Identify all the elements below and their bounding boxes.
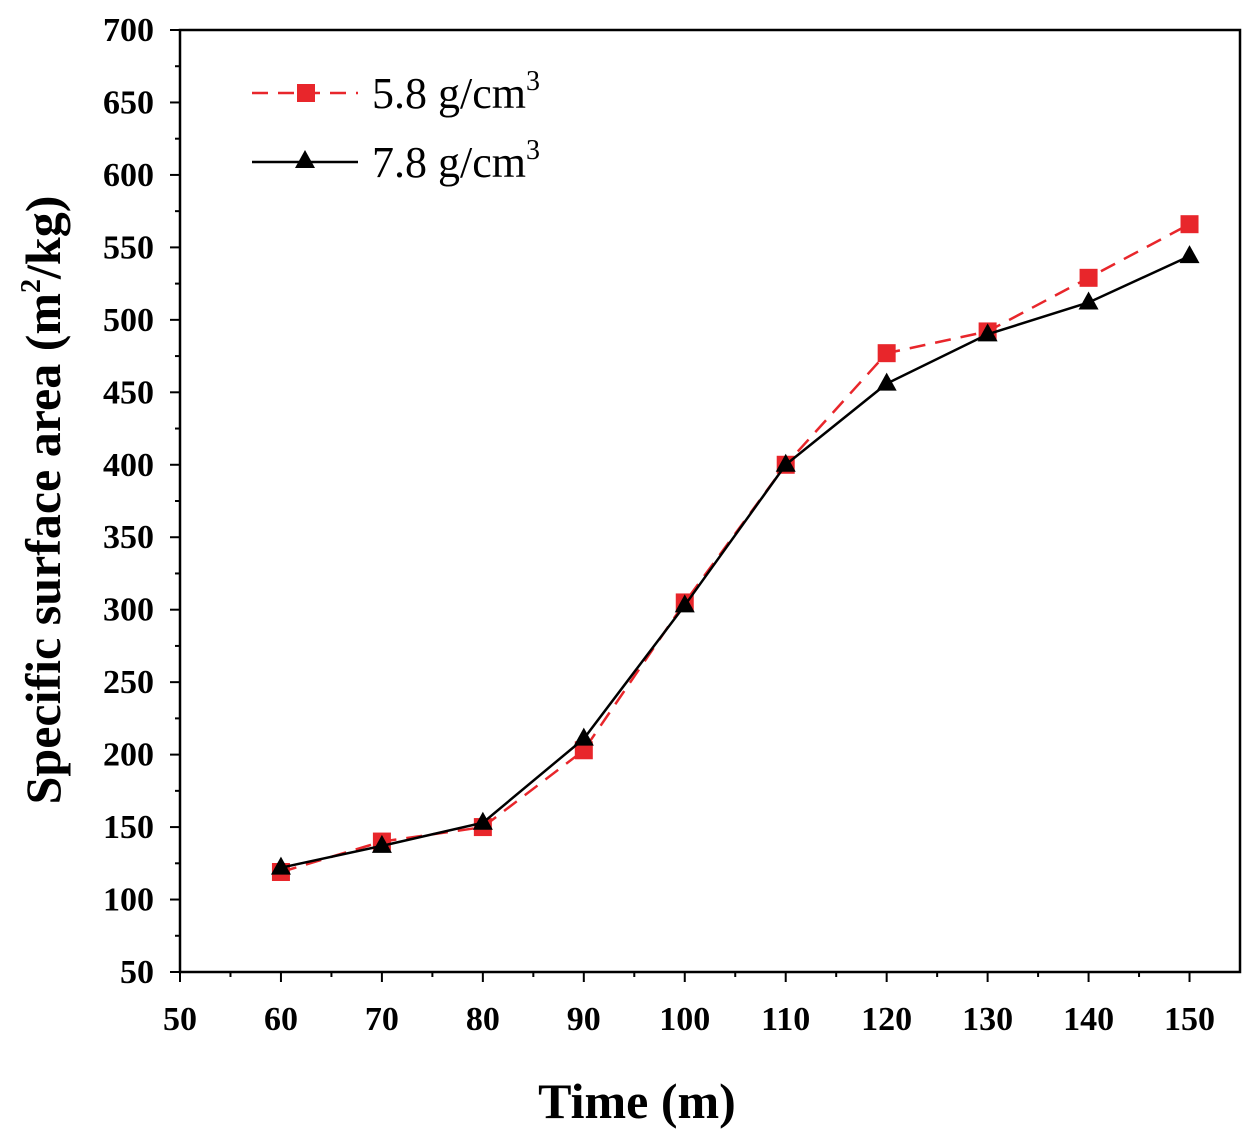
data-point [574,741,593,760]
plot-frame [178,28,1242,974]
x-tick-label: 80 [466,1001,500,1038]
y-tick-label: 50 [120,954,154,991]
y-tick-label: 350 [103,519,154,556]
data-point [1179,245,1200,264]
y-tick-label: 400 [103,447,154,484]
data-point [1180,215,1199,234]
y-tick-label: 700 [103,12,154,49]
legend-marker-0 [297,84,315,102]
y-axis-ticks: 50 100 150 200 250 300 350 400 450 500 550 600 650 70… [103,12,180,991]
data-point [1078,291,1099,310]
data-point [977,323,998,342]
series-line-0 [280,223,1191,874]
y-tick-label: 100 [103,882,154,919]
x-tick-label: 60 [264,1001,298,1038]
x-tick-label: 100 [659,1001,710,1038]
x-tick-label: 70 [365,1001,399,1038]
x-tick-label: 50 [163,1001,197,1038]
data-point [573,727,594,746]
y-tick-label: 600 [103,157,154,194]
data-point [472,811,493,830]
legend-label-0: 5.8 g/cm3 [372,66,540,118]
y-tick-label: 550 [103,229,154,266]
y-tick-label: 250 [103,664,154,701]
data-point [775,453,796,472]
legend-entry-1: 7.8 g/cm3 [252,135,540,187]
legend: 5.8 g/cm3 7.8 g/cm3 [252,66,540,187]
x-axis-title: Time (m) [538,1073,736,1129]
x-tick-label: 150 [1164,1001,1215,1038]
x-tick-label: 110 [761,1001,810,1038]
y-axis-title: Specific surface area (m2/kg) [15,196,71,805]
y-tick-label: 500 [103,302,154,339]
x-axis-ticks: 50 60 70 80 90 100 110 120 130 140 150 [163,972,1215,1038]
plot-frame-group [178,28,1242,974]
y-tick-label: 200 [103,737,154,774]
x-tick-label: 120 [861,1001,912,1038]
legend-marker-1 [295,150,315,168]
data-point [1079,268,1098,287]
data-point [371,834,392,853]
legend-entry-0: 5.8 g/cm3 [252,66,540,118]
data-point [876,372,897,391]
data-point [270,856,291,875]
y-tick-label: 300 [103,592,154,629]
x-tick-label: 140 [1063,1001,1114,1038]
data-point [674,594,695,613]
series-layer [270,215,1200,882]
y-tick-label: 150 [103,809,154,846]
legend-label-1: 7.8 g/cm3 [372,135,540,187]
series-line-1 [280,254,1191,869]
series-0 [271,215,1199,882]
data-point [877,344,896,363]
x-tick-label: 130 [962,1001,1013,1038]
y-tick-label: 450 [103,374,154,411]
series-1 [270,245,1200,875]
y-tick-label: 650 [103,84,154,121]
x-tick-label: 90 [567,1001,601,1038]
